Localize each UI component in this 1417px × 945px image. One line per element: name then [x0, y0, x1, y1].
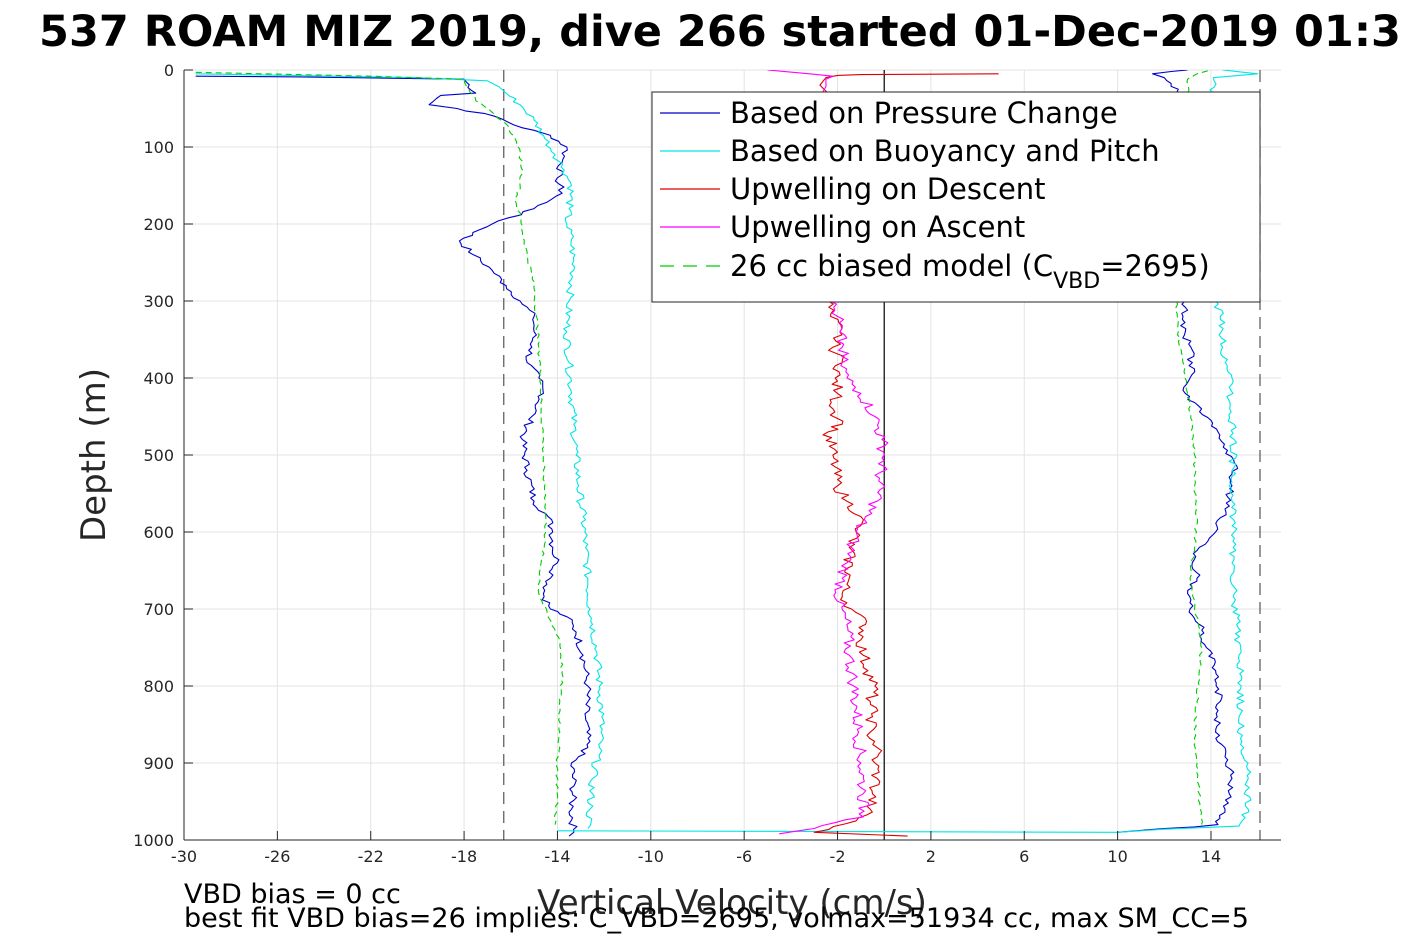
x-axis-ticks: -30 -26 -22 -18 -14 -10 -6 -2 2 6 10 14 — [171, 831, 1221, 866]
x-tick-label: 2 — [926, 847, 936, 866]
y-axis-ticks: 0 100 200 300 400 500 600 700 800 900 1000 — [133, 61, 193, 850]
series-line-3-0 — [767, 70, 889, 835]
x-tick-label: -2 — [830, 847, 846, 866]
y-tick-label: 1000 — [133, 831, 174, 850]
legend-label-2: Upwelling on Descent — [730, 172, 1046, 206]
legend-label-3: Upwelling on Ascent — [730, 210, 1025, 244]
y-tick-label: 300 — [143, 292, 174, 311]
vbd-bias-note: VBD bias = 0 cc — [184, 879, 401, 910]
y-axis-label: Depth (m) — [74, 368, 114, 542]
x-tick-label: 6 — [1019, 847, 1029, 866]
legend: Based on Pressure Change Based on Buoyanc… — [651, 91, 1261, 303]
x-tick-label: -14 — [544, 847, 570, 866]
y-tick-label: 700 — [143, 600, 174, 619]
legend-label-0: Based on Pressure Change — [730, 96, 1118, 130]
y-tick-label: 600 — [143, 523, 174, 542]
x-tick-label: -10 — [638, 847, 664, 866]
y-tick-label: 0 — [164, 61, 174, 80]
legend-box — [651, 91, 1261, 303]
legend-label-4: 26 cc biased model (CVBD=2695) — [730, 249, 1210, 294]
y-tick-label: 900 — [143, 754, 174, 773]
series-line-2-0 — [813, 73, 999, 837]
y-tick-label: 800 — [143, 677, 174, 696]
series-line-4-0 — [195, 71, 564, 825]
series-line-0-0 — [195, 75, 592, 837]
x-tick-label: 10 — [1107, 847, 1127, 866]
x-tick-label: -18 — [451, 847, 477, 866]
y-tick-label: 200 — [143, 215, 174, 234]
x-tick-label: -30 — [171, 847, 197, 866]
x-tick-label: -6 — [736, 847, 752, 866]
series-line-1-0 — [195, 73, 605, 829]
x-tick-label: -22 — [358, 847, 384, 866]
x-tick-label: 14 — [1201, 847, 1221, 866]
legend-label-1: Based on Buoyancy and Pitch — [730, 134, 1160, 168]
chart-title: 537 ROAM MIZ 2019, dive 266 started 01-D… — [39, 7, 1401, 57]
y-tick-label: 500 — [143, 446, 174, 465]
x-tick-label: -26 — [264, 847, 290, 866]
x-axis-label: Vertical Velocity (cm/s) — [537, 883, 927, 923]
y-tick-label: 400 — [143, 369, 174, 388]
best-fit-note: best fit VBD bias=26 implies: C_VBD=2695… — [184, 903, 1249, 934]
y-tick-label: 100 — [143, 138, 174, 157]
